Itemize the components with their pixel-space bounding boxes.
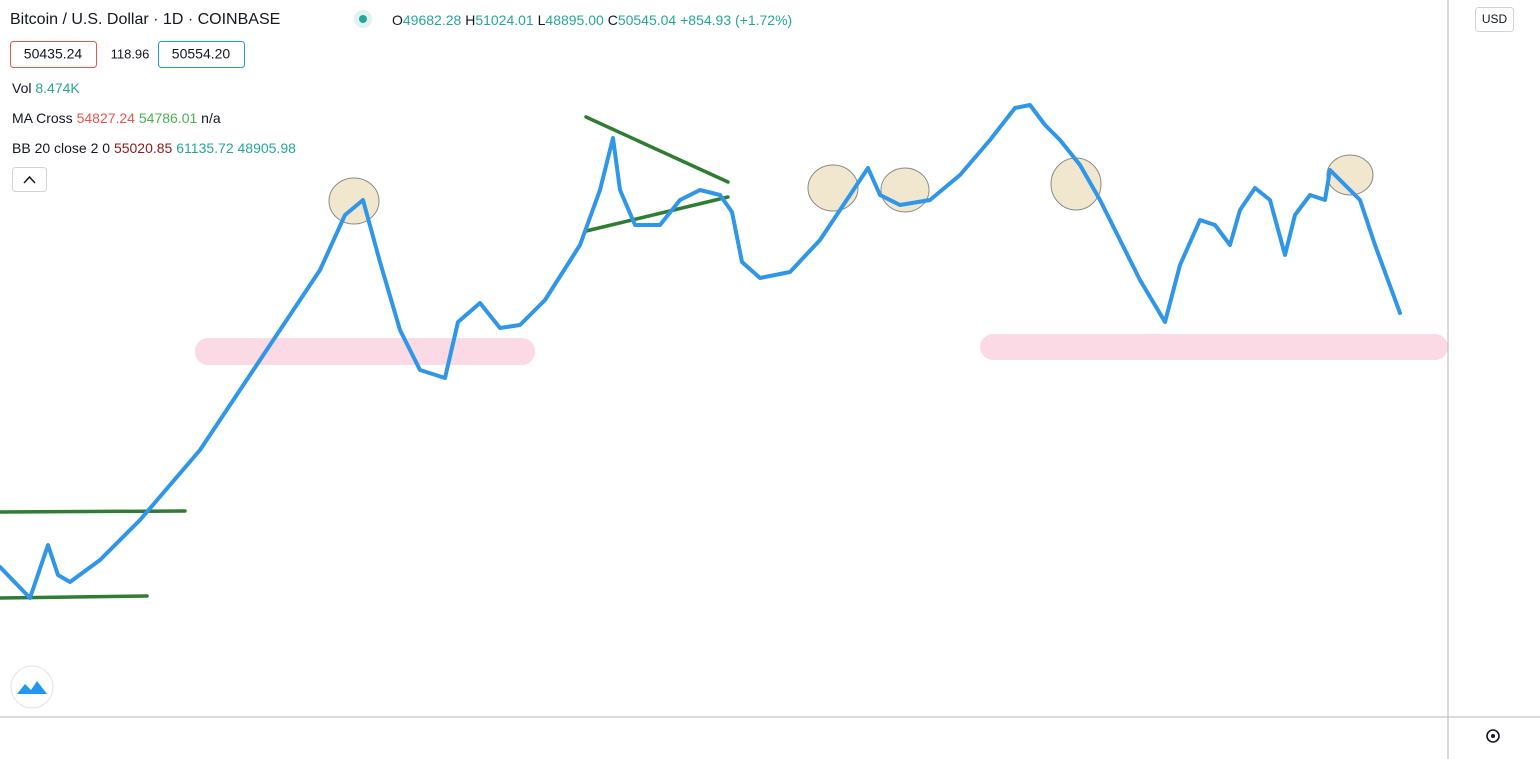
indicator-value: n/a <box>201 110 221 126</box>
ohlc-value: 51024.01 <box>475 12 534 28</box>
ohlc-value: 48895.00 <box>545 12 604 28</box>
indicator-name: BB 20 close 2 0 <box>12 140 110 156</box>
highlight-circle <box>328 177 380 225</box>
currency[interactable]: USD <box>1482 12 1508 26</box>
trend-line <box>0 594 149 600</box>
ask[interactable]: 50554.20 <box>172 46 231 62</box>
indicator-value: 54786.01 <box>139 110 198 126</box>
support-zone <box>980 334 1448 360</box>
logo[interactable] <box>17 681 47 694</box>
ohlc-key: O <box>392 12 403 28</box>
indicator-name: MA Cross <box>12 110 73 126</box>
volume-legend: Vol 8.474K <box>12 80 80 96</box>
collapse-icon <box>23 175 36 184</box>
indicator-value: 8.474K <box>35 80 80 96</box>
highlight-circle <box>1326 154 1374 196</box>
ohlc-value: 50545.04 <box>618 12 677 28</box>
collapse-button[interactable] <box>12 167 47 192</box>
ohlc-value: 49682.28 <box>403 12 462 28</box>
indicator-name: Vol <box>12 80 31 96</box>
trend-line <box>584 115 730 184</box>
trend-line <box>0 509 187 514</box>
bb-legend: BB 20 close 2 0 55020.85 61135.72 48905.… <box>12 140 296 156</box>
ohlc-key: L <box>538 12 546 28</box>
annotations <box>0 103 1402 600</box>
drawn-path <box>0 103 1402 600</box>
indicator-value: 48905.98 <box>238 140 297 156</box>
spread: 118.96 <box>111 46 150 61</box>
ohlc-readout: O49682.28 H51024.01 L48895.00 C50545.04 … <box>392 12 792 28</box>
support-zone <box>195 338 535 365</box>
legend: Bitcoin / U.S. Dollar · 1D · COINBASE O4… <box>10 7 1514 743</box>
symbol-title: Bitcoin / U.S. Dollar · 1D · COINBASE <box>10 11 280 28</box>
logo-bg[interactable] <box>10 665 54 709</box>
ohlc-key: C <box>608 12 618 28</box>
trend-line <box>584 195 730 233</box>
ohlc-key: H <box>465 12 475 28</box>
highlight-circle <box>1050 157 1102 211</box>
bid-box[interactable] <box>10 41 97 68</box>
indicator-value: 54827.24 <box>77 110 136 126</box>
indicator-value: 55020.85 <box>114 140 173 156</box>
ma-legend: MA Cross 54827.24 54786.01 n/a <box>12 110 221 126</box>
settings-icon[interactable] <box>1486 729 1500 743</box>
status-dot <box>359 15 367 23</box>
ask-box[interactable] <box>158 41 245 68</box>
settings-icon-core <box>1491 734 1495 738</box>
bid[interactable]: 50435.24 <box>24 46 83 62</box>
indicator-value: 61135.72 <box>176 140 234 156</box>
change: +854.93 (+1.72%) <box>680 12 792 28</box>
currency-box[interactable] <box>1475 7 1514 32</box>
highlight-circle <box>807 164 859 212</box>
